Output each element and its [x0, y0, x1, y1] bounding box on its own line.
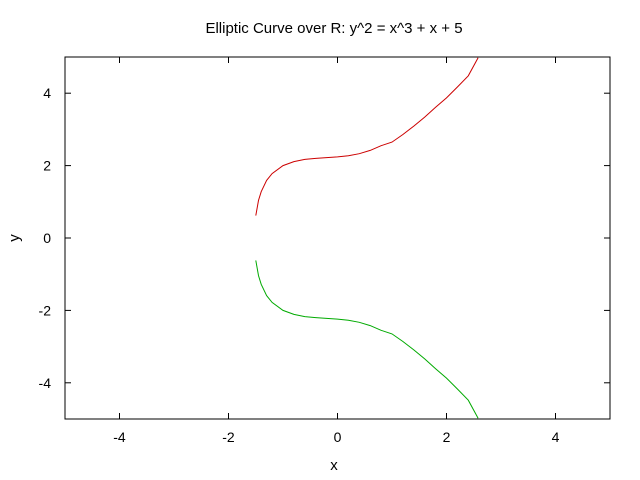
x-tick-label: -4 — [113, 429, 126, 445]
curve-series — [255, 57, 479, 419]
y-tick-label: 4 — [43, 85, 51, 101]
y-tick-label: 0 — [43, 230, 51, 246]
x-axis-label: x — [330, 457, 338, 474]
x-tick-label: 0 — [334, 429, 342, 445]
y-tick-label: -2 — [39, 302, 52, 318]
x-tick-label: -2 — [222, 429, 235, 445]
plot-frame — [64, 56, 611, 420]
lower-branch-line — [255, 260, 479, 419]
chart-title: Elliptic Curve over R: y^2 = x^3 + x + 5 — [205, 20, 462, 37]
y-tick-label: -4 — [39, 375, 52, 391]
upper-branch-line — [255, 57, 479, 216]
x-tick-label: 4 — [552, 429, 560, 445]
x-tick-label: 2 — [443, 429, 451, 445]
y-axis-label: y — [6, 234, 23, 242]
axis-ticks: -4 -2 0 2 4 -4 -2 0 2 4 — [39, 57, 610, 445]
y-tick-label: 2 — [43, 158, 51, 174]
